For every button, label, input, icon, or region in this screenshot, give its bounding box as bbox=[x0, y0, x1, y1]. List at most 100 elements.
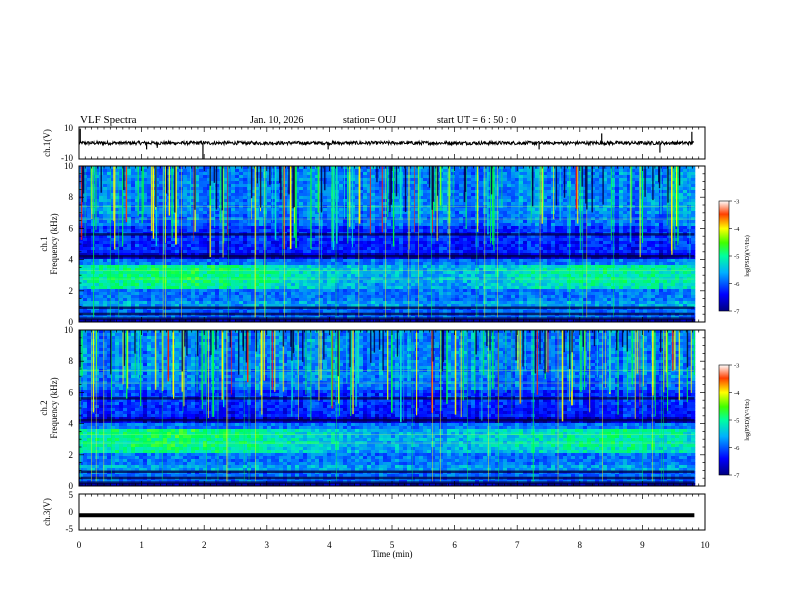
ch1-spectrogram-cell bbox=[299, 178, 304, 182]
ch1-spectrogram-cell bbox=[171, 256, 176, 260]
ch1-spectrogram-cell bbox=[467, 217, 472, 221]
ch1-spectrogram-cell bbox=[571, 214, 576, 218]
ch1-spectrogram-cell bbox=[83, 238, 88, 242]
ch1-spectrogram-cell bbox=[683, 235, 688, 239]
ch1-spectrogram-cell bbox=[419, 184, 424, 188]
ch1-spectrogram-cell bbox=[587, 241, 592, 245]
ch1-spectrogram-cell bbox=[327, 238, 332, 242]
ch1-spectrogram-cell bbox=[443, 229, 448, 233]
ch1-spectrogram-cell bbox=[243, 247, 248, 251]
ch1-spectrogram-cell bbox=[387, 229, 392, 233]
ch1-spectrogram-cell bbox=[103, 256, 108, 260]
ch1-spectrogram-cell bbox=[231, 262, 236, 266]
ch1-spectrogram-cell bbox=[471, 169, 476, 173]
ch1-spectrogram-cell bbox=[179, 181, 184, 185]
ch1-spectrogram-cell bbox=[603, 202, 608, 206]
ch1-spectrogram-cell bbox=[647, 214, 652, 218]
ch1-spectrogram-cell bbox=[283, 250, 288, 254]
ch1-spectrogram-cell bbox=[283, 202, 288, 206]
ch1-spectrogram-cell bbox=[271, 250, 276, 254]
ch1-spectrogram-cell bbox=[139, 178, 144, 182]
ch1-spectrogram-cell bbox=[615, 211, 620, 215]
ch1-spectrogram-cell bbox=[423, 166, 428, 170]
ch1-spectrogram-cell bbox=[415, 259, 420, 263]
ch1-spectrogram-cell bbox=[591, 190, 596, 194]
ch1-spectrogram-cell bbox=[231, 226, 236, 230]
ch1-spectrogram-cell bbox=[231, 199, 236, 203]
ch1-spectrogram-cell bbox=[547, 217, 552, 221]
ch1-spectrogram-cell bbox=[339, 193, 344, 197]
ch1-spectrogram-cell bbox=[471, 220, 476, 224]
ch1-spectrogram-cell bbox=[599, 217, 604, 221]
ch1-spectrogram-cell bbox=[231, 220, 236, 224]
ch1-spectrogram-cell bbox=[691, 259, 696, 263]
ch1-spectrogram-cell bbox=[187, 169, 192, 173]
ch1-spectrogram-cell bbox=[311, 175, 316, 179]
ch1-spectrogram-cell bbox=[199, 262, 204, 266]
ch1-spectrogram-cell bbox=[295, 187, 300, 191]
ch1-spectrogram-cell bbox=[463, 211, 468, 215]
ch1-spectrogram-cell bbox=[191, 172, 196, 176]
ch1-spectrogram-cell bbox=[363, 202, 368, 206]
ch1-spectrogram-cell bbox=[103, 196, 108, 200]
ch1-spectrogram-cell bbox=[203, 226, 208, 230]
ch1-spectrogram-cell bbox=[427, 223, 432, 227]
ch1-spectrogram-cell bbox=[239, 247, 244, 251]
ch1-spectrogram-cell bbox=[359, 211, 364, 215]
ch1-spectrogram-cell bbox=[323, 247, 328, 251]
ch1-spectrogram-cell bbox=[311, 187, 316, 191]
ch1-spectrogram-cell bbox=[307, 193, 312, 197]
ch1-spectrogram-cell bbox=[519, 175, 524, 179]
ch1-spectrogram-cell bbox=[379, 217, 384, 221]
ch1-spectrogram-cell bbox=[587, 199, 592, 203]
ch1-spectrogram-cell bbox=[395, 214, 400, 218]
ch1-spectrogram-cell bbox=[643, 250, 648, 254]
ch1-spectrogram-cell bbox=[599, 175, 604, 179]
ch1-spectrogram-cell bbox=[283, 244, 288, 248]
ch1-spectrogram-cell bbox=[595, 241, 600, 245]
ch1-spectrogram-cell bbox=[223, 262, 228, 266]
ch1-waveform-ylabel: ch.1(V) bbox=[42, 129, 52, 157]
ch1-spectrogram-cell bbox=[323, 250, 328, 254]
ch1-spectrogram-cell bbox=[195, 172, 200, 176]
ch1-spectrogram-cell bbox=[395, 172, 400, 176]
ch1-spectrogram-cell bbox=[207, 241, 212, 245]
ch1-spectrogram-cell bbox=[583, 226, 588, 230]
ch1-spectrogram-cell bbox=[679, 208, 684, 212]
ch1-spectrogram-cell bbox=[147, 247, 152, 251]
ch1-spectrogram-cell bbox=[127, 244, 132, 248]
ch1-spectrogram-cell bbox=[599, 256, 604, 260]
ch1-spectrogram-cell bbox=[363, 208, 368, 212]
ch1-spectrogram-cell bbox=[355, 253, 360, 257]
ch1-spectrogram-cell bbox=[535, 199, 540, 203]
ch1-spectrogram-cell bbox=[471, 172, 476, 176]
ch1-spectrogram-cell bbox=[227, 187, 232, 191]
ch1-spectrogram-cell bbox=[663, 250, 668, 254]
ch1-spectrogram-cell bbox=[623, 220, 628, 224]
ch1-spectrogram-cell bbox=[499, 187, 504, 191]
ch1-spectrogram-cell bbox=[503, 241, 508, 245]
ch1-spectrogram-cell bbox=[195, 259, 200, 263]
ch1-spectrogram-cell bbox=[235, 175, 240, 179]
ch1-spectrogram-cell bbox=[547, 220, 552, 224]
ch1-spectrogram-cell bbox=[499, 181, 504, 185]
ch1-spectrogram-cell bbox=[499, 193, 504, 197]
ch1-spectrogram-cell bbox=[303, 211, 308, 215]
ch1-spectrogram-cell bbox=[387, 190, 392, 194]
ch1-spectrogram-cell bbox=[515, 208, 520, 212]
ch1-spectrogram-cell bbox=[499, 166, 504, 170]
ch1-spectrogram-cell bbox=[663, 238, 668, 242]
ch1-spectrogram-cell bbox=[679, 247, 684, 251]
ch1-spectrogram-cell bbox=[635, 184, 640, 188]
ch1-spectrogram-cell bbox=[195, 178, 200, 182]
ch1-spectrogram-cell bbox=[463, 235, 468, 239]
ch1-spectrogram-cell bbox=[375, 211, 380, 215]
ch1-spectrogram-cell bbox=[599, 244, 604, 248]
ch1-spectrogram-cell bbox=[367, 169, 372, 173]
ch1-spectrogram-cell bbox=[227, 259, 232, 263]
ch1-spectrogram-cell bbox=[291, 211, 296, 215]
ch1-spectrogram-cell bbox=[615, 244, 620, 248]
ch1-spectrogram-cell bbox=[195, 211, 200, 215]
ch1-spectrogram-cell bbox=[431, 244, 436, 248]
ch1-spectrogram-cell bbox=[175, 247, 180, 251]
